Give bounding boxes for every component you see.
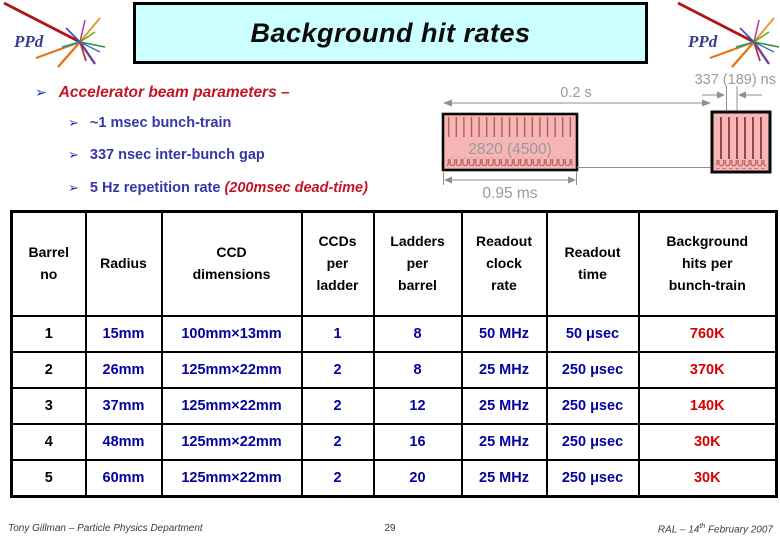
bunch-count-label: 2820 (4500) <box>468 141 552 158</box>
table-cell: 125mm×22mm <box>160 423 303 461</box>
table-cell: 250 μsec <box>545 459 640 498</box>
table-cell: 760K <box>637 315 778 353</box>
col-header-ladders-per-barrel: Ladders per barrel <box>372 210 463 317</box>
col-header-ccds-per-ladder: CCDs per ladder <box>300 210 375 317</box>
table-cell: 2 <box>300 387 375 425</box>
table-row: 3 37mm 125mm×22mm 2 12 25 MHz 250 μsec 1… <box>10 387 778 425</box>
table-cell: 250 μsec <box>545 423 640 461</box>
table-row: 1 15mm 100mm×13mm 1 8 50 MHz 50 μsec 760… <box>10 315 778 353</box>
table-cell: 2 <box>300 459 375 498</box>
ppd-logo-text: PPd <box>13 32 44 51</box>
table-cell: 37mm <box>84 387 163 425</box>
col-header-radius: Radius <box>84 210 163 317</box>
train-length-label: 0.95 ms <box>482 185 537 202</box>
ppd-logo-left: PPd <box>3 1 106 68</box>
table-cell: 25 MHz <box>460 423 548 461</box>
table-cell: 20 <box>372 459 463 498</box>
table-cell: 50 μsec <box>545 315 640 353</box>
table-cell: 370K <box>637 351 778 389</box>
table-cell: 30K <box>637 459 778 498</box>
col-header-barrel-no: Barrel no <box>10 210 87 317</box>
table-cell: 2 <box>10 351 87 389</box>
footer-page-number: 29 <box>384 523 396 534</box>
footer-date: RAL – 14th February 2007 <box>657 523 773 536</box>
table-cell: 25 MHz <box>460 387 548 425</box>
table-cell: 3 <box>10 387 87 425</box>
bullet-sub3-note: (200msec dead-time) <box>224 180 368 196</box>
bullet-accelerator-parameters: ➢ Accelerator beam parameters – <box>35 84 290 102</box>
table-cell: 1 <box>300 315 375 353</box>
table-cell: 60mm <box>84 459 163 498</box>
col-header-readout-clock-rate: Readout clock rate <box>460 210 548 317</box>
table-cell: 100mm×13mm <box>160 315 303 353</box>
bullet-arrow-icon: ➢ <box>35 85 47 101</box>
bullet-sub1-text: ~1 msec bunch-train <box>89 115 232 131</box>
table-row: 4 48mm 125mm×22mm 2 16 25 MHz 250 μsec 3… <box>10 423 778 461</box>
table-cell: 8 <box>372 351 463 389</box>
col-header-readout-time: Readout time <box>545 210 640 317</box>
bunch-train-timing-diagram: 337 (189) ns 0.2 s 2820 (4500) <box>441 72 776 202</box>
bullet-sub3-text: 5 Hz repetition rate <box>89 180 225 196</box>
gap-label: 337 (189) ns <box>695 72 776 88</box>
col-header-background-hits: Background hits per bunch-train <box>637 210 778 317</box>
slide-title-box: Background hit rates <box>133 2 648 64</box>
table-cell: 48mm <box>84 423 163 461</box>
table-cell: 250 μsec <box>545 387 640 425</box>
table-cell: 26mm <box>84 351 163 389</box>
slide-footer: Tony Gillman – Particle Physics Departme… <box>0 520 780 538</box>
table-cell: 4 <box>10 423 87 461</box>
table-cell: 30K <box>637 423 778 461</box>
table-cell: 1 <box>10 315 87 353</box>
table-row: 2 26mm 125mm×22mm 2 8 25 MHz 250 μsec 37… <box>10 351 778 389</box>
table-cell: 2 <box>300 351 375 389</box>
table-cell: 250 μsec <box>545 351 640 389</box>
table-cell: 25 MHz <box>460 351 548 389</box>
table-cell: 5 <box>10 459 87 498</box>
ppd-logo-right: PPd <box>677 1 780 68</box>
table-cell: 8 <box>372 315 463 353</box>
table-header-row: Barrel no Radius CCD dimensions CCDs per… <box>10 210 778 317</box>
table-cell: 15mm <box>84 315 163 353</box>
bullet-arrow-icon: ➢ <box>68 116 79 131</box>
table-cell: 140K <box>637 387 778 425</box>
table-cell: 16 <box>372 423 463 461</box>
footer-author: Tony Gillman – Particle Physics Departme… <box>8 523 203 534</box>
ppd-logo-text: PPd <box>687 32 718 51</box>
table-cell: 125mm×22mm <box>160 387 303 425</box>
table-cell: 25 MHz <box>460 459 548 498</box>
col-header-ccd-dimensions: CCD dimensions <box>160 210 303 317</box>
table-cell: 125mm×22mm <box>160 459 303 498</box>
bullet-repetition-rate: ➢ 5 Hz repetition rate (200msec dead-time… <box>68 180 368 196</box>
table-cell: 125mm×22mm <box>160 351 303 389</box>
bullet-arrow-icon: ➢ <box>68 181 79 196</box>
table-row: 5 60mm 125mm×22mm 2 20 25 MHz 250 μsec 3… <box>10 459 778 498</box>
table-cell: 12 <box>372 387 463 425</box>
period-label: 0.2 s <box>560 85 591 101</box>
hit-rates-table: Barrel no Radius CCD dimensions CCDs per… <box>10 210 778 498</box>
bullet-sub2-text: 337 nsec inter-bunch gap <box>89 147 265 163</box>
bullet-bunch-train: ➢ ~1 msec bunch-train <box>68 115 231 131</box>
table-cell: 2 <box>300 423 375 461</box>
bullet-arrow-icon: ➢ <box>68 148 79 163</box>
table-cell: 50 MHz <box>460 315 548 353</box>
bullet-main-text: Accelerator beam parameters – <box>58 84 290 101</box>
slide-title: Background hit rates <box>250 17 531 48</box>
bullet-inter-bunch-gap: ➢ 337 nsec inter-bunch gap <box>68 147 265 163</box>
